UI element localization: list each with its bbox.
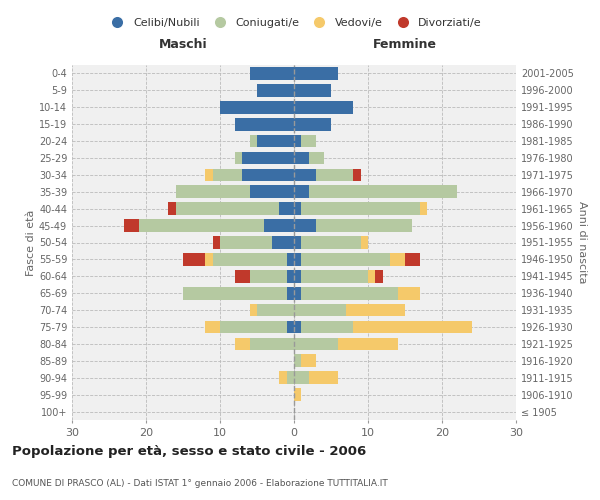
Bar: [294, 236, 301, 249]
Bar: [405, 253, 420, 266]
Bar: [301, 354, 316, 367]
Bar: [301, 287, 398, 300]
Bar: [235, 270, 250, 282]
Bar: [294, 84, 331, 96]
Bar: [212, 236, 220, 249]
Bar: [205, 320, 220, 334]
Bar: [235, 338, 250, 350]
Y-axis label: Fasce di età: Fasce di età: [26, 210, 36, 276]
Bar: [301, 202, 420, 215]
Bar: [376, 270, 383, 282]
Text: Femmine: Femmine: [373, 38, 437, 52]
Bar: [220, 101, 294, 114]
Bar: [294, 320, 301, 334]
Bar: [220, 320, 287, 334]
Bar: [294, 338, 338, 350]
Bar: [294, 388, 301, 401]
Bar: [294, 220, 316, 232]
Bar: [250, 304, 257, 316]
Bar: [420, 202, 427, 215]
Bar: [353, 168, 361, 181]
Text: Maschi: Maschi: [158, 38, 208, 52]
Bar: [316, 168, 353, 181]
Bar: [257, 304, 294, 316]
Bar: [294, 202, 301, 215]
Bar: [287, 253, 294, 266]
Bar: [368, 270, 376, 282]
Text: COMUNE DI PRASCO (AL) - Dati ISTAT 1° gennaio 2006 - Elaborazione TUTTITALIA.IT: COMUNE DI PRASCO (AL) - Dati ISTAT 1° ge…: [12, 478, 388, 488]
Bar: [361, 236, 368, 249]
Bar: [294, 101, 353, 114]
Bar: [272, 236, 294, 249]
Bar: [212, 253, 287, 266]
Bar: [390, 253, 405, 266]
Bar: [301, 134, 316, 147]
Bar: [346, 304, 405, 316]
Bar: [287, 320, 294, 334]
Bar: [257, 84, 294, 96]
Bar: [183, 253, 205, 266]
Bar: [338, 338, 398, 350]
Text: Popolazione per età, sesso e stato civile - 2006: Popolazione per età, sesso e stato civil…: [12, 444, 366, 458]
Bar: [301, 253, 390, 266]
Bar: [294, 354, 301, 367]
Bar: [242, 168, 294, 181]
Bar: [294, 168, 316, 181]
Bar: [176, 202, 279, 215]
Bar: [242, 152, 294, 164]
Bar: [212, 168, 242, 181]
Bar: [294, 134, 301, 147]
Bar: [301, 236, 361, 249]
Bar: [257, 134, 294, 147]
Bar: [353, 320, 472, 334]
Bar: [294, 67, 338, 80]
Bar: [294, 270, 301, 282]
Bar: [139, 220, 265, 232]
Bar: [235, 152, 242, 164]
Bar: [287, 372, 294, 384]
Bar: [250, 338, 294, 350]
Bar: [176, 186, 250, 198]
Bar: [205, 253, 212, 266]
Bar: [168, 202, 176, 215]
Legend: Celibi/Nubili, Coniugati/e, Vedovi/e, Divorziati/e: Celibi/Nubili, Coniugati/e, Vedovi/e, Di…: [102, 14, 486, 32]
Bar: [294, 253, 301, 266]
Bar: [294, 372, 309, 384]
Bar: [316, 220, 412, 232]
Bar: [294, 118, 331, 130]
Bar: [124, 220, 139, 232]
Bar: [235, 118, 294, 130]
Bar: [279, 372, 287, 384]
Y-axis label: Anni di nascita: Anni di nascita: [577, 201, 587, 284]
Bar: [265, 220, 294, 232]
Bar: [309, 372, 338, 384]
Bar: [250, 67, 294, 80]
Bar: [398, 287, 420, 300]
Bar: [250, 134, 257, 147]
Bar: [294, 152, 309, 164]
Bar: [220, 236, 272, 249]
Bar: [287, 270, 294, 282]
Bar: [301, 320, 353, 334]
Bar: [294, 287, 301, 300]
Bar: [309, 186, 457, 198]
Bar: [287, 287, 294, 300]
Bar: [183, 287, 287, 300]
Bar: [294, 186, 309, 198]
Bar: [294, 304, 346, 316]
Bar: [309, 152, 323, 164]
Bar: [205, 168, 212, 181]
Bar: [250, 186, 294, 198]
Bar: [250, 270, 287, 282]
Bar: [279, 202, 294, 215]
Bar: [301, 270, 368, 282]
